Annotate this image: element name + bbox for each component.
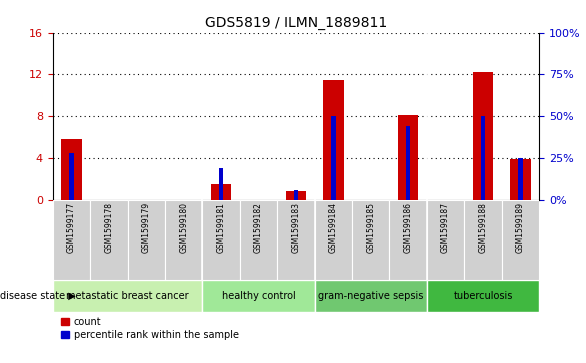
Text: tuberculosis: tuberculosis	[454, 291, 513, 301]
Text: gram-negative sepsis: gram-negative sepsis	[318, 291, 424, 301]
Legend: count, percentile rank within the sample: count, percentile rank within the sample	[61, 317, 239, 340]
Text: GSM1599182: GSM1599182	[254, 202, 263, 253]
Bar	[202, 200, 240, 280]
Bar	[315, 200, 352, 280]
Text: healthy control: healthy control	[222, 291, 295, 301]
Text: GSM1599186: GSM1599186	[404, 202, 413, 253]
Bar	[61, 139, 81, 200]
Bar	[473, 72, 493, 200]
Bar	[53, 280, 202, 312]
Bar	[90, 200, 128, 280]
Text: GSM1599187: GSM1599187	[441, 202, 450, 253]
Bar	[219, 168, 223, 200]
Bar	[128, 200, 165, 280]
Text: GSM1599180: GSM1599180	[179, 202, 188, 253]
Bar	[331, 116, 336, 200]
Text: GSM1599184: GSM1599184	[329, 202, 338, 253]
Bar	[427, 280, 539, 312]
Text: metastatic breast cancer: metastatic breast cancer	[66, 291, 189, 301]
Bar	[277, 200, 315, 280]
Bar	[464, 200, 502, 280]
Text: GSM1599183: GSM1599183	[291, 202, 301, 253]
Bar	[285, 191, 306, 200]
Text: GSM1599185: GSM1599185	[366, 202, 375, 253]
Bar	[427, 200, 464, 280]
Text: disease state ▶: disease state ▶	[0, 291, 76, 301]
Bar	[165, 200, 202, 280]
Bar	[315, 280, 427, 312]
Text: GSM1599177: GSM1599177	[67, 202, 76, 253]
Bar	[481, 116, 485, 200]
Bar	[390, 200, 427, 280]
Bar	[502, 200, 539, 280]
Bar	[69, 153, 74, 200]
Text: GSM1599179: GSM1599179	[142, 202, 151, 253]
Bar	[518, 158, 523, 200]
Text: GSM1599188: GSM1599188	[479, 202, 488, 253]
Bar	[510, 159, 531, 200]
Bar	[53, 200, 90, 280]
Bar	[323, 79, 343, 200]
Bar	[202, 280, 315, 312]
Bar	[406, 126, 410, 200]
Bar	[240, 200, 277, 280]
Title: GDS5819 / ILMN_1889811: GDS5819 / ILMN_1889811	[205, 16, 387, 30]
Bar	[294, 189, 298, 200]
Bar	[352, 200, 390, 280]
Bar	[211, 184, 231, 200]
Text: GSM1599181: GSM1599181	[217, 202, 226, 253]
Text: GSM1599178: GSM1599178	[104, 202, 113, 253]
Text: GSM1599189: GSM1599189	[516, 202, 525, 253]
Bar	[398, 115, 418, 200]
